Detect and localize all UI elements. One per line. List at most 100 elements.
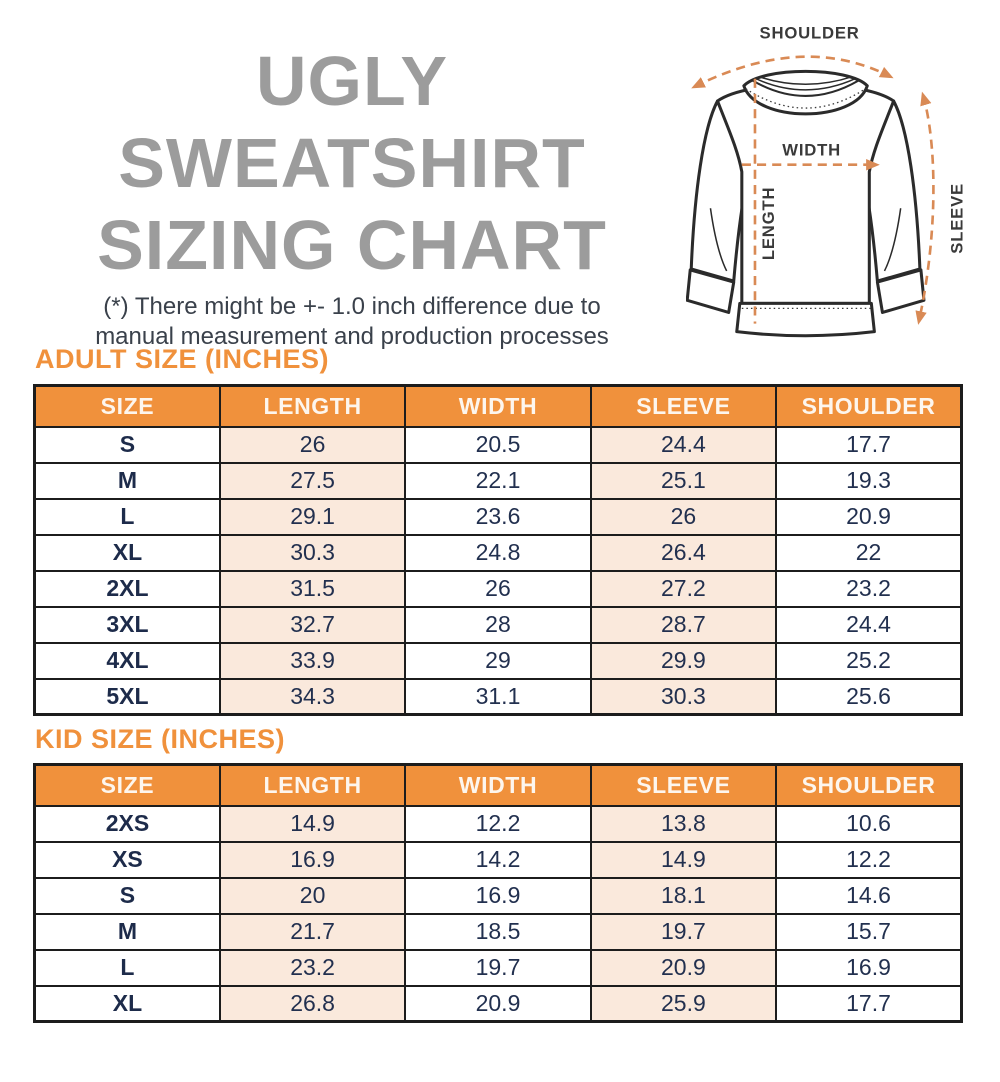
value-cell: 15.7 xyxy=(775,912,963,951)
value-cell: 27.5 xyxy=(218,461,407,500)
table-row-xs: XS 16.9 14.2 14.9 12.2 xyxy=(33,840,963,879)
column-header-width: WIDTH xyxy=(404,384,592,428)
page-title-line1: UGLY SWEATSHIRT xyxy=(118,42,586,202)
value-cell: 19.3 xyxy=(775,461,963,500)
value-cell: 14.9 xyxy=(589,840,778,879)
size-cell: XL xyxy=(33,984,221,1023)
collar-stitching xyxy=(745,88,866,109)
left-cuff xyxy=(685,268,736,314)
disclaimer-line1: (*) There might be +- 1.0 inch differenc… xyxy=(103,293,601,320)
shoulder-label: SHOULDER xyxy=(760,23,860,42)
value-cell: 16.9 xyxy=(218,840,407,879)
value-cell: 22 xyxy=(775,533,963,572)
size-cell: 4XL xyxy=(33,641,221,680)
waistband xyxy=(735,301,876,338)
value-cell: 17.7 xyxy=(775,984,963,1023)
value-cell: 19.7 xyxy=(404,948,592,987)
table-row-l: L 29.1 23.6 26 20.9 xyxy=(33,497,963,536)
value-cell: 29 xyxy=(404,641,592,680)
column-header-size: SIZE xyxy=(33,384,221,428)
value-cell: 14.2 xyxy=(404,840,592,879)
value-cell: 18.5 xyxy=(404,912,592,951)
size-cell: L xyxy=(33,948,221,987)
table-row-4xl: 4XL 33.9 29 29.9 25.2 xyxy=(33,641,963,680)
value-cell: 30.3 xyxy=(218,533,407,572)
value-cell: 27.2 xyxy=(589,569,778,608)
size-cell: 2XS xyxy=(33,804,221,843)
value-cell: 12.2 xyxy=(404,804,592,843)
value-cell: 12.2 xyxy=(775,840,963,879)
table-row-l: L 23.2 19.7 20.9 16.9 xyxy=(33,948,963,987)
value-cell: 17.7 xyxy=(775,425,963,464)
value-cell: 24.4 xyxy=(775,605,963,644)
sleeve-measure-arrow xyxy=(915,91,935,325)
column-header-sleeve: SLEEVE xyxy=(589,763,778,807)
value-cell: 30.3 xyxy=(589,677,778,716)
value-cell: 23.6 xyxy=(404,497,592,536)
value-cell: 28 xyxy=(404,605,592,644)
column-header-shoulder: SHOULDER xyxy=(775,763,963,807)
column-header-size: SIZE xyxy=(33,763,221,807)
value-cell: 25.9 xyxy=(589,984,778,1023)
value-cell: 32.7 xyxy=(218,605,407,644)
value-cell: 26.8 xyxy=(218,984,407,1023)
disclaimer-line2: manual measurement and production proces… xyxy=(95,323,609,350)
body xyxy=(716,82,896,305)
page-title: UGLY SWEATSHIRT SIZING CHART xyxy=(22,40,682,286)
value-cell: 28.7 xyxy=(589,605,778,644)
table-row-m: M 27.5 22.1 25.1 19.3 xyxy=(33,461,963,500)
column-header-length: LENGTH xyxy=(218,763,407,807)
table-row-5xl: 5XL 34.3 31.1 30.3 25.6 xyxy=(33,677,963,716)
sweatshirt-illustration: SHOULDER WIDTH LENGTH SLEEVE xyxy=(685,23,966,338)
sleeve-label: SLEEVE xyxy=(947,183,966,254)
adult-size-heading: ADULT SIZE (INCHES) xyxy=(35,344,329,374)
adult-size-table: SIZE LENGTH WIDTH SLEEVE SHOULDER S 26 20.5 24.4… xyxy=(33,384,963,716)
size-cell: M xyxy=(33,912,221,951)
table-row-3xl: 3XL 32.7 28 28.7 24.4 xyxy=(33,605,963,644)
value-cell: 25.2 xyxy=(775,641,963,680)
value-cell: 13.8 xyxy=(589,804,778,843)
value-cell: 33.9 xyxy=(218,641,407,680)
disclaimer-text: (*) There might be +- 1.0 inch differenc… xyxy=(22,292,682,352)
value-cell: 20.9 xyxy=(404,984,592,1023)
size-cell: XL xyxy=(33,533,221,572)
column-header-sleeve: SLEEVE xyxy=(589,384,778,428)
value-cell: 29.1 xyxy=(218,497,407,536)
value-cell: 31.1 xyxy=(404,677,592,716)
value-cell: 19.7 xyxy=(589,912,778,951)
right-sleeve-seam xyxy=(883,208,902,272)
value-cell: 10.6 xyxy=(775,804,963,843)
table-row-2xs: 2XS 14.9 12.2 13.8 10.6 xyxy=(33,804,963,843)
table-row-s: S 26 20.5 24.4 17.7 xyxy=(33,425,963,464)
header-row: SIZE LENGTH WIDTH SLEEVE SHOULDER xyxy=(33,384,963,428)
size-cell: 2XL xyxy=(33,569,221,608)
value-cell: 20.9 xyxy=(589,948,778,987)
size-cell: L xyxy=(33,497,221,536)
value-cell: 24.8 xyxy=(404,533,592,572)
value-cell: 20.9 xyxy=(775,497,963,536)
value-cell: 14.6 xyxy=(775,876,963,915)
header-row: SIZE LENGTH WIDTH SLEEVE SHOULDER xyxy=(33,763,963,807)
value-cell: 26 xyxy=(404,569,592,608)
size-cell: XS xyxy=(33,840,221,879)
value-cell: 26 xyxy=(218,425,407,464)
title-block: UGLY SWEATSHIRT SIZING CHART (*) There m… xyxy=(22,40,682,352)
value-cell: 29.9 xyxy=(589,641,778,680)
value-cell: 20.5 xyxy=(404,425,592,464)
table-row-m: M 21.7 18.5 19.7 15.7 xyxy=(33,912,963,951)
size-cell: 5XL xyxy=(33,677,221,716)
value-cell: 18.1 xyxy=(589,876,778,915)
value-cell: 20 xyxy=(218,876,407,915)
value-cell: 25.6 xyxy=(775,677,963,716)
size-cell: M xyxy=(33,461,221,500)
length-label: LENGTH xyxy=(759,187,778,260)
column-header-width: WIDTH xyxy=(404,763,592,807)
kid-size-table: SIZE LENGTH WIDTH SLEEVE SHOULDER 2XS 14.9 12.2… xyxy=(33,763,963,1023)
left-sleeve-seam xyxy=(709,208,728,272)
value-cell: 34.3 xyxy=(218,677,407,716)
value-cell: 16.9 xyxy=(404,876,592,915)
size-cell: 3XL xyxy=(33,605,221,644)
value-cell: 26 xyxy=(589,497,778,536)
size-cell: S xyxy=(33,876,221,915)
